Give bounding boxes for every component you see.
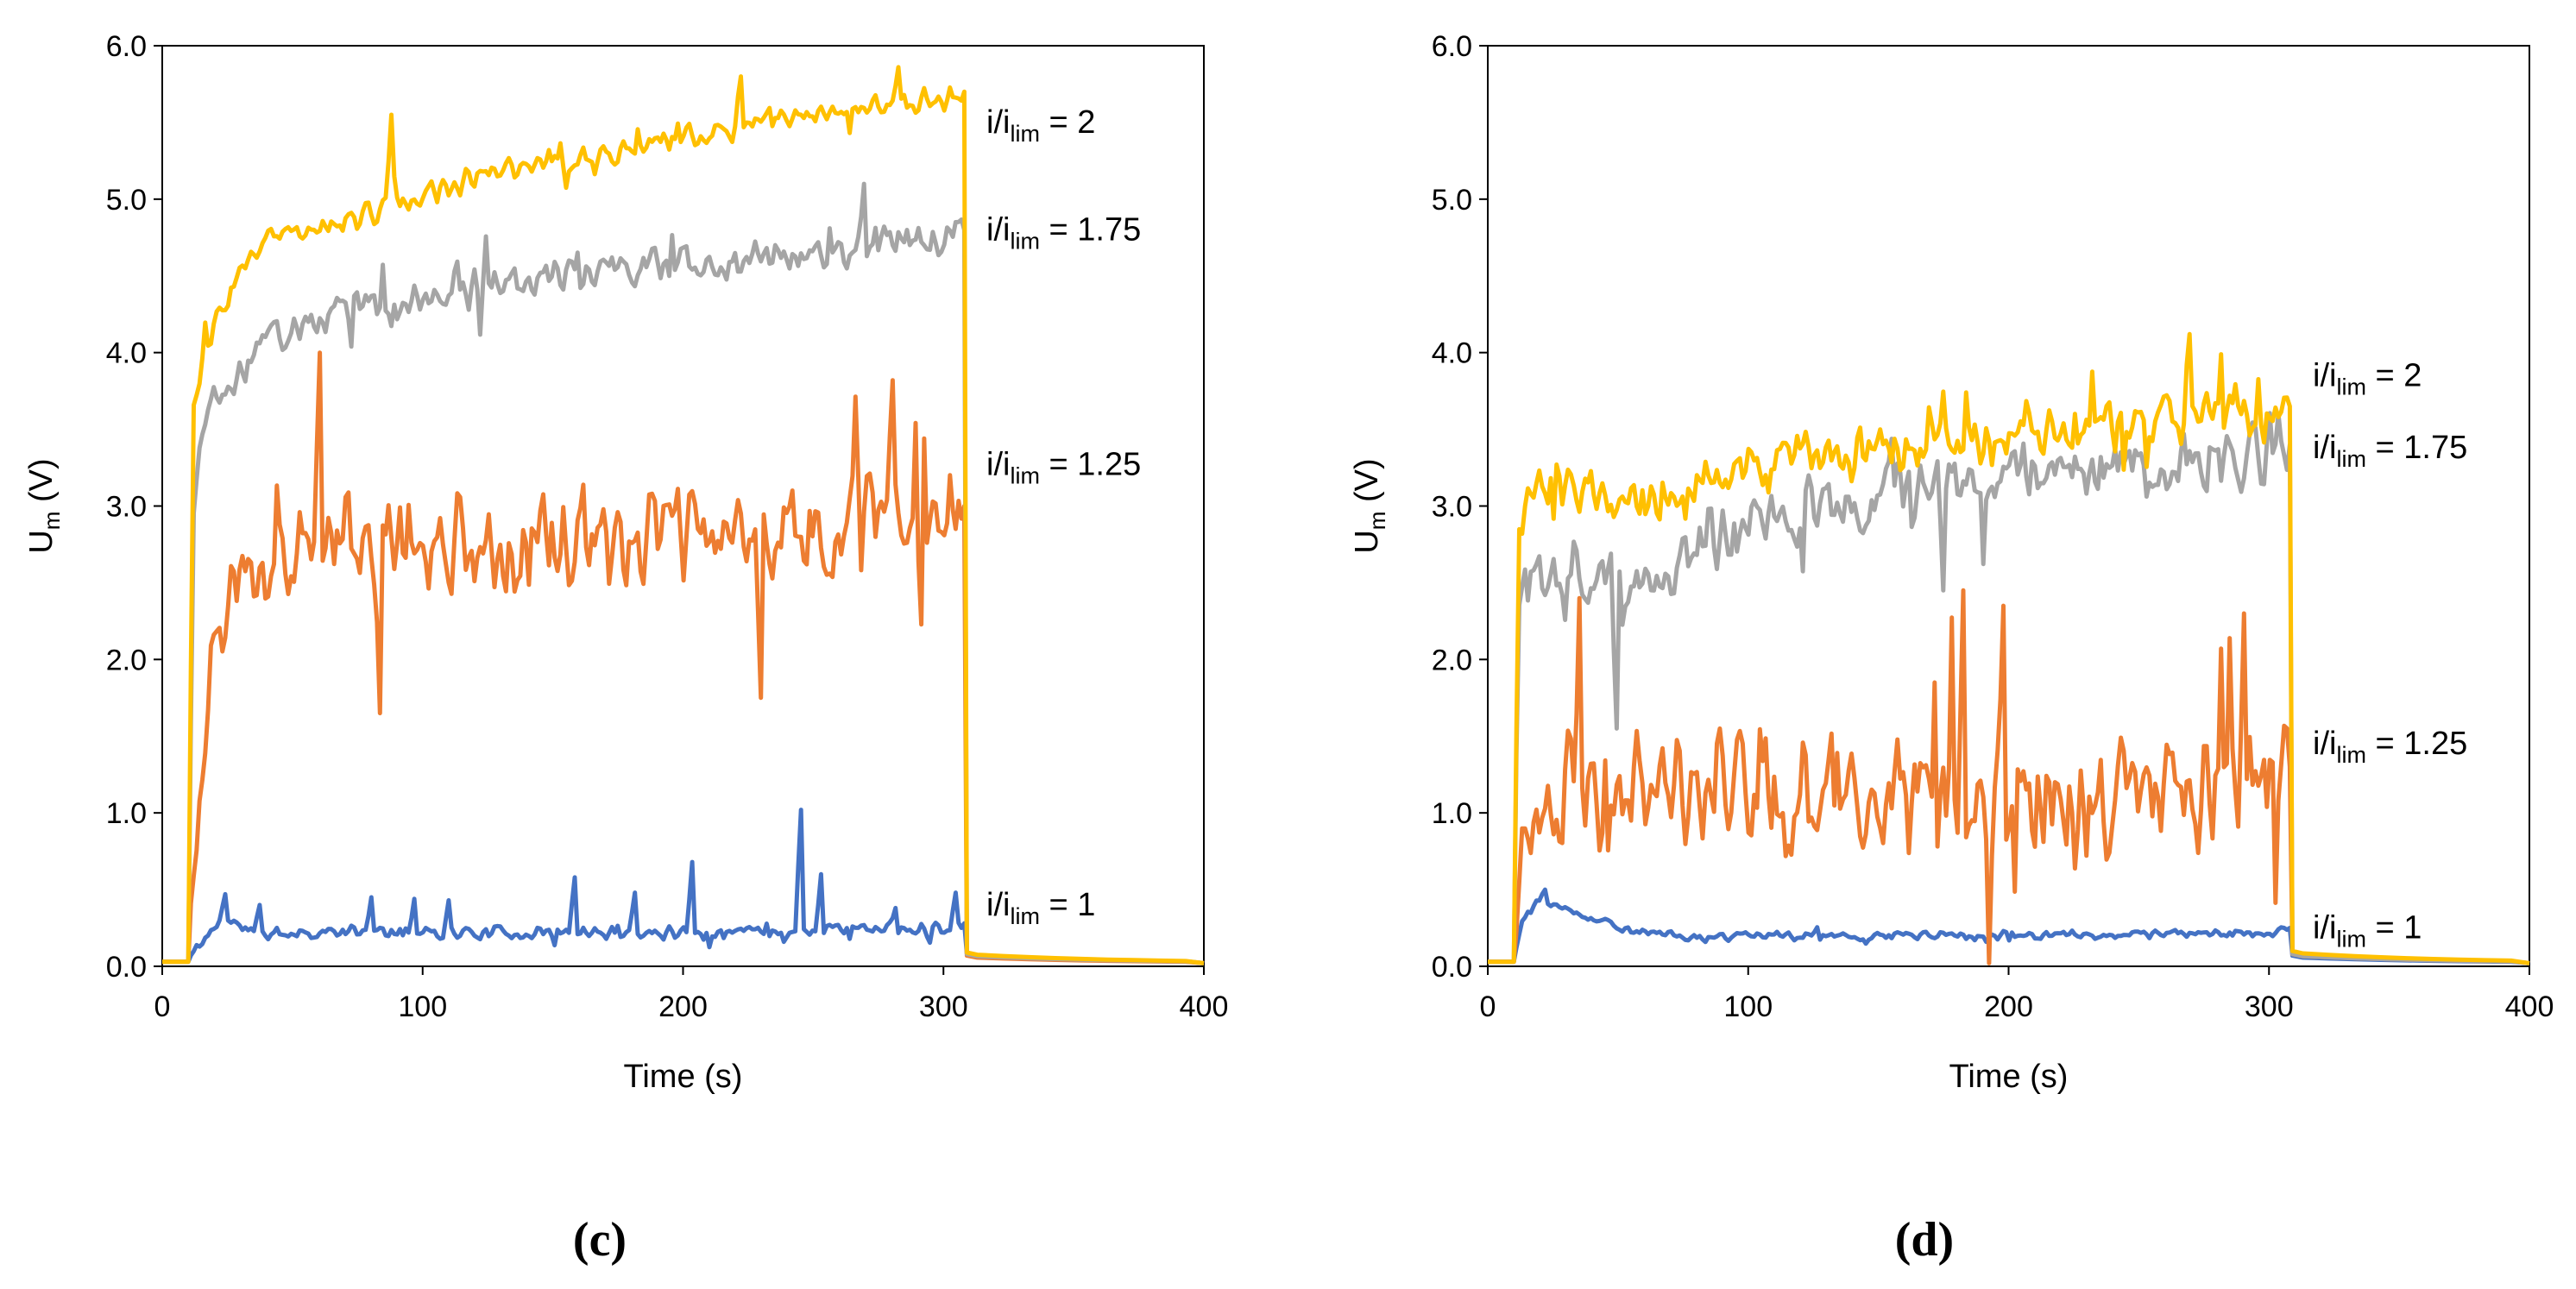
- series-line-1: [162, 808, 1205, 965]
- x-tick-label: 400: [1180, 990, 1229, 1023]
- series-label-sub: lim: [2336, 927, 2366, 953]
- y-tick-label: 6.0: [1432, 30, 1472, 63]
- series-label-post: = 1.75: [2366, 430, 2467, 466]
- series-label-post: = 2: [2366, 357, 2422, 393]
- series-label-pre: i/i: [2313, 430, 2336, 466]
- series-line-3: [1488, 411, 2530, 965]
- series-label-2: i/ilim = 1.25: [2313, 726, 2467, 768]
- series-line-2: [1488, 588, 2530, 965]
- series-label-post: = 1: [1040, 887, 1095, 923]
- series-label-pre: i/i: [986, 446, 1010, 482]
- panel-c: 0.0 1.0 2.0 3.0 4.0 5.0 6.0 0 100 200 300 400 Time (…: [23, 30, 1228, 1267]
- series-line-1: [1488, 887, 2530, 965]
- y-axis-label-sub: m: [39, 512, 65, 531]
- series-line-4: [162, 65, 1205, 965]
- series-label-4: i/ilim = 2: [2313, 357, 2422, 399]
- x-tick-label: 0: [154, 990, 171, 1023]
- y-axis-label-unit: (V): [23, 458, 60, 511]
- y-tick-label: 0.0: [1432, 951, 1472, 984]
- x-axis-label: Time (s): [1949, 1059, 2069, 1095]
- x-tick-label: 300: [2245, 990, 2294, 1023]
- series-label-pre: i/i: [986, 211, 1010, 248]
- x-tick-label: 200: [1984, 990, 2033, 1023]
- series-group: [162, 65, 1205, 965]
- x-tick-label: 300: [919, 990, 968, 1023]
- series-label-sub: lim: [1010, 462, 1040, 488]
- y-tick-label: 4.0: [1432, 337, 1472, 370]
- series-label-pre: i/i: [986, 887, 1010, 923]
- series-label-sub: lim: [2336, 742, 2366, 768]
- y-axis-label-main: U: [23, 530, 60, 553]
- series-label-pre: i/i: [986, 104, 1010, 141]
- series-label-post: = 1.75: [1040, 211, 1141, 248]
- y-tick-label: 3.0: [1432, 491, 1472, 524]
- y-tick-label: 1.0: [106, 797, 147, 830]
- series-label-post: = 1: [2366, 910, 2422, 946]
- y-axis-label-main: U: [1349, 530, 1385, 553]
- series-group: [1488, 331, 2530, 965]
- series-label-pre: i/i: [2313, 910, 2336, 946]
- series-label-sub: lim: [1010, 228, 1040, 254]
- series-label-sub: lim: [1010, 121, 1040, 147]
- series-label-pre: i/i: [2313, 357, 2336, 393]
- x-tick-label: 0: [1480, 990, 1496, 1023]
- series-label-sub: lim: [2336, 374, 2366, 399]
- y-axis-label: Um (V): [23, 458, 65, 553]
- x-tick-label: 100: [398, 990, 447, 1023]
- plot-area: [161, 45, 1205, 967]
- y-tick-label: 5.0: [1432, 184, 1472, 217]
- x-axis-label: Time (s): [624, 1059, 743, 1095]
- y-tick-label: 2.0: [106, 644, 147, 676]
- series-label-pre: i/i: [2313, 726, 2336, 762]
- y-tick-label: 0.0: [106, 951, 147, 984]
- x-tick-label: 100: [1723, 990, 1773, 1023]
- panel-d: 0.0 1.0 2.0 3.0 4.0 5.0 6.0 0 100 200 300 400 Time (…: [1349, 30, 2554, 1267]
- series-line-4: [1488, 331, 2530, 965]
- series-label-3: i/ilim = 1.75: [986, 211, 1141, 254]
- y-tick-label: 6.0: [106, 30, 147, 63]
- x-tick-label: 400: [2505, 990, 2554, 1023]
- series-label-1: i/ilim = 1: [2313, 910, 2422, 953]
- series-line-3: [162, 181, 1205, 965]
- series-label-3: i/ilim = 1.75: [2313, 430, 2467, 472]
- series-line-2: [162, 350, 1205, 965]
- y-tick-label: 5.0: [106, 184, 147, 217]
- y-tick-label: 1.0: [1432, 797, 1472, 830]
- series-label-2: i/ilim = 1.25: [986, 446, 1141, 488]
- y-axis-label-sub: m: [1364, 512, 1390, 531]
- series-label-post: = 1.25: [1040, 446, 1141, 482]
- series-label-sub: lim: [2336, 446, 2366, 472]
- y-tick-label: 2.0: [1432, 644, 1472, 676]
- panel-caption: (c): [573, 1213, 627, 1267]
- series-label-post: = 2: [1040, 104, 1095, 141]
- y-tick-label: 3.0: [106, 491, 147, 524]
- y-tick-label: 4.0: [106, 337, 147, 370]
- panel-caption: (d): [1895, 1213, 1954, 1267]
- series-label-sub: lim: [1010, 903, 1040, 929]
- y-axis-label: Um (V): [1349, 458, 1390, 553]
- series-label-4: i/ilim = 2: [986, 104, 1095, 147]
- series-label-1: i/ilim = 1: [986, 887, 1095, 929]
- series-label-post: = 1.25: [2366, 726, 2467, 762]
- x-tick-label: 200: [658, 990, 708, 1023]
- y-axis-label-unit: (V): [1349, 458, 1385, 511]
